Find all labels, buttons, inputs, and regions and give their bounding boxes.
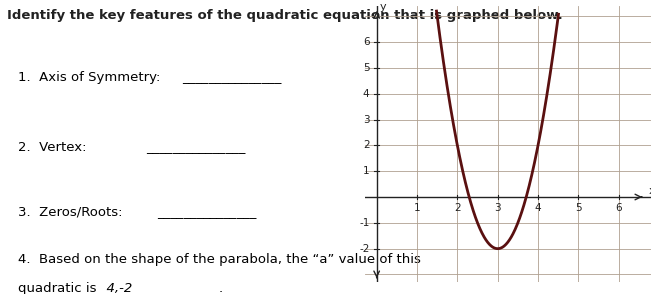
Text: 5: 5: [363, 63, 369, 73]
Text: 2: 2: [454, 203, 461, 213]
Text: 6: 6: [615, 203, 622, 213]
Text: quadratic is: quadratic is: [18, 282, 97, 294]
Text: 2: 2: [363, 140, 369, 150]
Text: 1: 1: [363, 166, 369, 176]
Text: 3: 3: [494, 203, 501, 213]
Text: 2.  Vertex:: 2. Vertex:: [18, 141, 87, 154]
Text: ___________: ___________: [98, 285, 171, 294]
Text: 4,-2: 4,-2: [98, 282, 141, 294]
Text: 4: 4: [363, 89, 369, 99]
Text: x: x: [649, 186, 651, 196]
Text: -2: -2: [359, 244, 369, 254]
Text: 1.  Axis of Symmetry:: 1. Axis of Symmetry:: [18, 71, 161, 83]
Text: y: y: [380, 2, 387, 12]
Text: 6: 6: [363, 37, 369, 47]
Text: 4: 4: [534, 203, 542, 213]
Text: _______________: _______________: [157, 206, 256, 219]
Text: .: .: [219, 282, 223, 294]
Text: _______________: _______________: [182, 71, 282, 83]
Text: _______________: _______________: [146, 141, 245, 154]
Text: 5: 5: [575, 203, 582, 213]
Text: Identify the key features of the quadratic equation that is graphed below.: Identify the key features of the quadrat…: [7, 9, 563, 22]
Text: -1: -1: [359, 218, 369, 228]
Text: 3.  Zeros/Roots:: 3. Zeros/Roots:: [18, 206, 123, 219]
Text: 4.  Based on the shape of the parabola, the “a” value of this: 4. Based on the shape of the parabola, t…: [18, 253, 421, 266]
Text: 1: 1: [413, 203, 421, 213]
Text: 3: 3: [363, 115, 369, 125]
